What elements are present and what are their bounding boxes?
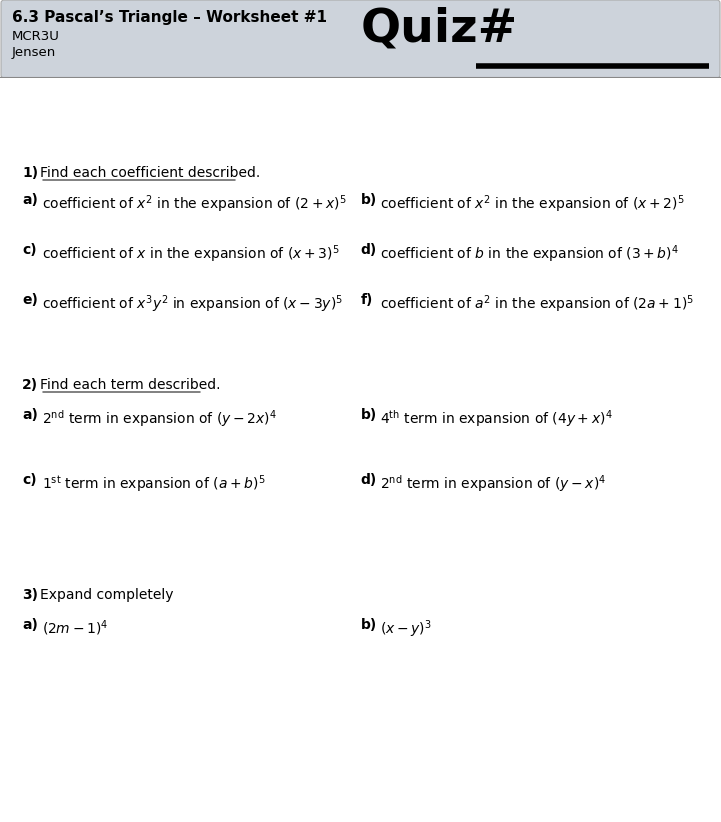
Text: Jensen: Jensen (12, 46, 56, 59)
Text: c): c) (22, 473, 37, 487)
Text: coefficient of $x^3y^2$ in expansion of $(x - 3y)^5$: coefficient of $x^3y^2$ in expansion of … (42, 293, 343, 315)
Text: b): b) (360, 193, 377, 207)
Text: 2): 2) (22, 378, 38, 392)
Text: e): e) (22, 293, 38, 307)
Text: Find each coefficient described.: Find each coefficient described. (40, 166, 260, 180)
Text: 1): 1) (22, 166, 38, 180)
Text: b): b) (360, 618, 377, 632)
Text: $2^{\mathrm{nd}}$ term in expansion of $(y - 2x)^4$: $2^{\mathrm{nd}}$ term in expansion of $… (42, 408, 277, 429)
Text: Quiz#: Quiz# (360, 6, 518, 51)
Text: b): b) (360, 408, 377, 422)
Text: coefficient of $a^2$ in the expansion of $(2a + 1)^5$: coefficient of $a^2$ in the expansion of… (381, 293, 694, 315)
Text: $2^{\mathrm{nd}}$ term in expansion of $(y - x)^4$: $2^{\mathrm{nd}}$ term in expansion of $… (381, 473, 606, 494)
Text: Expand completely: Expand completely (40, 588, 174, 602)
Text: $(2m - 1)^4$: $(2m - 1)^4$ (42, 618, 108, 638)
Text: a): a) (22, 408, 38, 422)
Text: Find each term described.: Find each term described. (40, 378, 221, 392)
Text: a): a) (22, 193, 38, 207)
Text: 3): 3) (22, 588, 38, 602)
Text: $(x - y)^3$: $(x - y)^3$ (381, 618, 433, 640)
Text: f): f) (360, 293, 373, 307)
Text: coefficient of $x^2$ in the expansion of $(x + 2)^5$: coefficient of $x^2$ in the expansion of… (381, 193, 685, 215)
Text: c): c) (22, 243, 37, 257)
Text: coefficient of $x^2$ in the expansion of $(2 + x)^5$: coefficient of $x^2$ in the expansion of… (42, 193, 347, 215)
Text: MCR3U: MCR3U (12, 30, 60, 43)
Text: d): d) (360, 473, 377, 487)
Text: coefficient of $x$ in the expansion of $(x + 3)^5$: coefficient of $x$ in the expansion of $… (42, 243, 340, 265)
Text: coefficient of $b$ in the expansion of $(3 + b)^4$: coefficient of $b$ in the expansion of $… (381, 243, 679, 265)
Text: 6.3 Pascal’s Triangle – Worksheet #1: 6.3 Pascal’s Triangle – Worksheet #1 (12, 10, 327, 25)
Text: d): d) (360, 243, 377, 257)
Text: a): a) (22, 618, 38, 632)
FancyBboxPatch shape (1, 0, 720, 78)
Text: $1^{\mathrm{st}}$ term in expansion of $(a + b)^5$: $1^{\mathrm{st}}$ term in expansion of $… (42, 473, 265, 495)
Text: $4^{\mathrm{th}}$ term in expansion of $(4y + x)^4$: $4^{\mathrm{th}}$ term in expansion of $… (381, 408, 613, 429)
